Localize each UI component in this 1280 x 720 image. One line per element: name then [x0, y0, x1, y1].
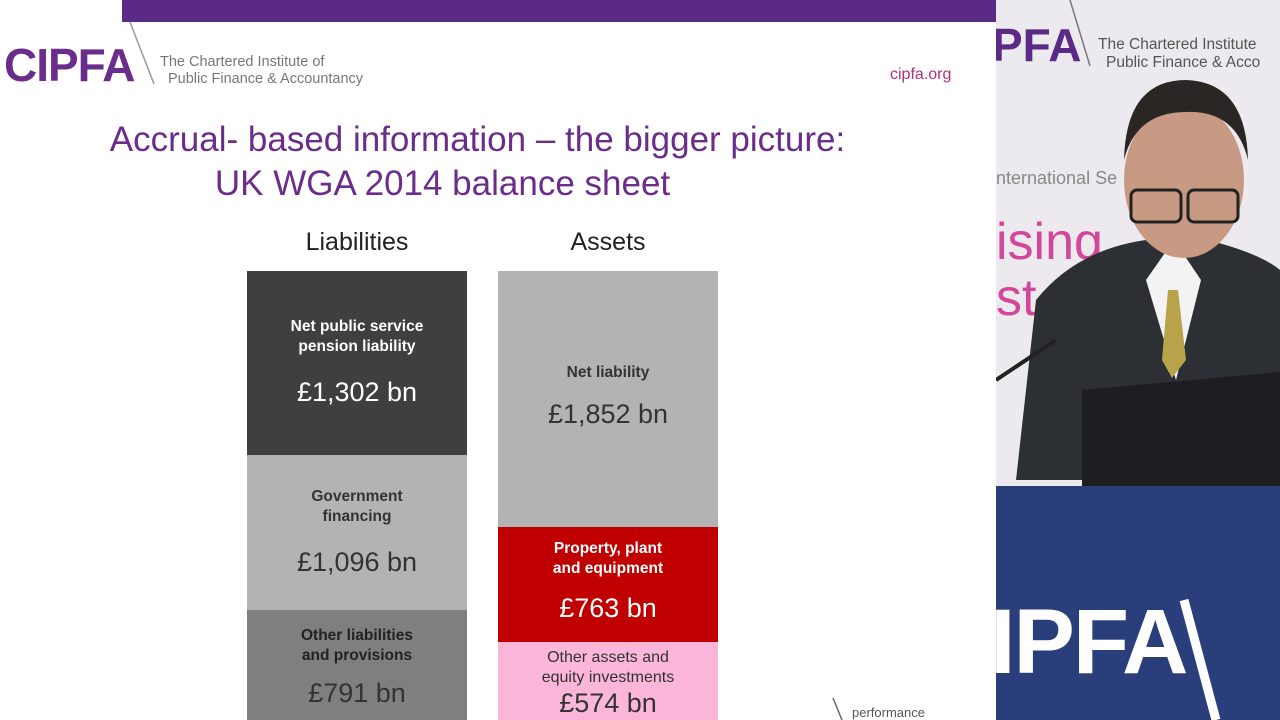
column-heading: Assets	[570, 228, 646, 256]
backdrop-logo: PFA	[996, 19, 1082, 71]
block: Other liabilities and provisions £791 bn	[247, 610, 467, 720]
block: Net liability £1,852 bn	[498, 271, 718, 527]
title-line: UK WGA 2014 balance sheet	[214, 164, 671, 203]
backdrop-event: nternational Se	[996, 168, 1118, 188]
block-label: Government	[311, 488, 403, 505]
column-heading: Liabilities	[305, 228, 409, 256]
banner-line: st	[996, 269, 1037, 327]
logo-slash	[129, 22, 155, 85]
block-amount: £763 bn	[559, 593, 657, 623]
block: Other assets and equity investments £574 …	[498, 642, 718, 720]
org-line: Public Finance & Accountancy	[168, 71, 364, 87]
block-label: Net public service	[290, 318, 424, 335]
block: Net public service pension liability £1,3…	[247, 271, 467, 455]
block-label: Other assets and	[547, 649, 669, 666]
backdrop-org: The Chartered Institute Public Finance &…	[1098, 36, 1260, 72]
footer-slash	[832, 697, 843, 720]
video-backdrop: PFA The Chartered Institute Public Finan…	[996, 0, 1280, 720]
block-label: Other liabilities	[301, 627, 413, 644]
backdrop-org-line: The Chartered Institute	[1098, 36, 1257, 53]
block-amount: £791 bn	[308, 678, 406, 708]
block: Government financing £1,096 bn	[247, 455, 467, 610]
block-amount: £1,302 bn	[296, 377, 418, 407]
title: Accrual- based information – the bigger …	[0, 118, 955, 206]
block-amount: £1,852 bn	[547, 399, 669, 429]
top-bar	[122, 0, 996, 22]
block-label: Property, plant	[553, 540, 663, 557]
title-line: Accrual- based information – the bigger …	[109, 120, 846, 159]
block-amount: £1,096 bn	[296, 547, 418, 577]
backdrop-org-line: Public Finance & Acco	[1106, 54, 1261, 71]
logo: CIPFA	[4, 39, 135, 91]
footer: performance	[852, 705, 925, 720]
block-label: and provisions	[301, 647, 413, 664]
block-amount: £574 bn	[559, 688, 657, 718]
block-label: and equipment	[552, 560, 664, 577]
backdrop-slash	[1069, 0, 1091, 67]
url: cipfa.org	[890, 66, 952, 83]
org-name: The Chartered Institute of Public Financ…	[160, 54, 363, 88]
block: Property, plant and equipment £763 bn	[498, 527, 718, 642]
podium-logo: IPFA	[996, 591, 1188, 693]
slide: CIPFA The Chartered Institute of Public …	[0, 0, 996, 720]
org-line: The Chartered Institute of	[160, 54, 325, 70]
block-label: Net liability	[566, 364, 650, 381]
block-label: financing	[322, 508, 392, 525]
presenter	[996, 80, 1280, 720]
block-label: equity investments	[541, 669, 675, 686]
block-label: pension liability	[298, 338, 416, 355]
